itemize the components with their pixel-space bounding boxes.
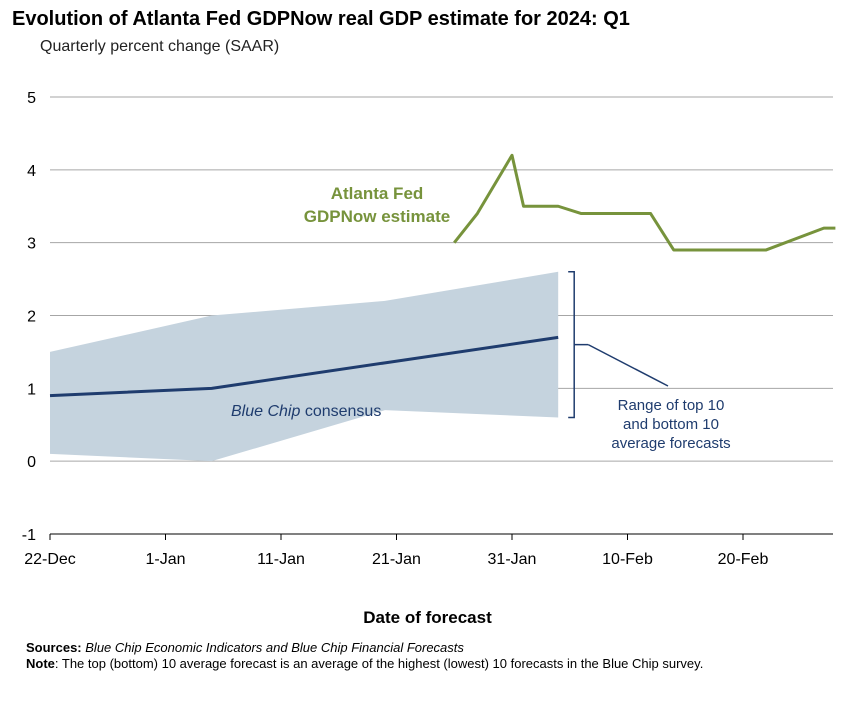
chart-notes: Sources: Blue Chip Economic Indicators a…	[26, 640, 836, 672]
note-label: Note	[26, 656, 55, 671]
y-tick-label: 3	[27, 236, 36, 253]
range-leader-line	[587, 343, 669, 387]
y-tick-label: -1	[22, 527, 36, 544]
chart-title: Evolution of Atlanta Fed GDPNow real GDP…	[12, 8, 630, 30]
gdpnow-label-line1: Atlanta Fed	[331, 184, 424, 203]
range-band	[50, 271, 559, 462]
y-tick-label: 4	[27, 163, 36, 180]
note-text: : The top (bottom) 10 average forecast i…	[54, 656, 704, 671]
x-tick-label: 22-Dec	[24, 551, 76, 568]
x-tick-label: 20-Feb	[718, 551, 769, 568]
y-tick-label: 0	[27, 454, 36, 471]
note-line: Note: The top (bottom) 10 average foreca…	[26, 656, 836, 672]
range-label-line3: average forecasts	[611, 435, 730, 452]
sources-text: Blue Chip Economic Indicators and Blue C…	[85, 640, 464, 655]
x-tick-label: 1-Jan	[145, 551, 185, 568]
sources-label: Sources:	[26, 640, 82, 655]
gdpnow-label-line2: GDPNow estimate	[304, 207, 450, 226]
range-label-line1: Range of top 10	[618, 397, 725, 414]
x-axis-label: Date of forecast	[363, 608, 492, 627]
x-tick-label: 10-Feb	[602, 551, 653, 568]
consensus-label-rest: consensus	[300, 403, 381, 420]
consensus-line	[49, 335, 559, 398]
range-label-line2: and bottom 10	[623, 416, 719, 433]
y-tick-label: 1	[27, 381, 36, 398]
range-bracket	[568, 271, 575, 419]
sources-line: Sources: Blue Chip Economic Indicators a…	[26, 640, 836, 656]
x-tick-label: 21-Jan	[372, 551, 421, 568]
y-tick-label: 2	[27, 309, 36, 326]
chart-subtitle: Quarterly percent change (SAAR)	[40, 38, 280, 55]
consensus-label-italic: Blue Chip	[231, 403, 300, 420]
consensus-label: Blue Chip consensus	[231, 403, 381, 420]
x-tick-label: 11-Jan	[257, 551, 305, 568]
gdpnow-line	[453, 153, 836, 252]
y-tick-label: 5	[27, 90, 36, 107]
x-tick-label: 31-Jan	[488, 551, 537, 568]
